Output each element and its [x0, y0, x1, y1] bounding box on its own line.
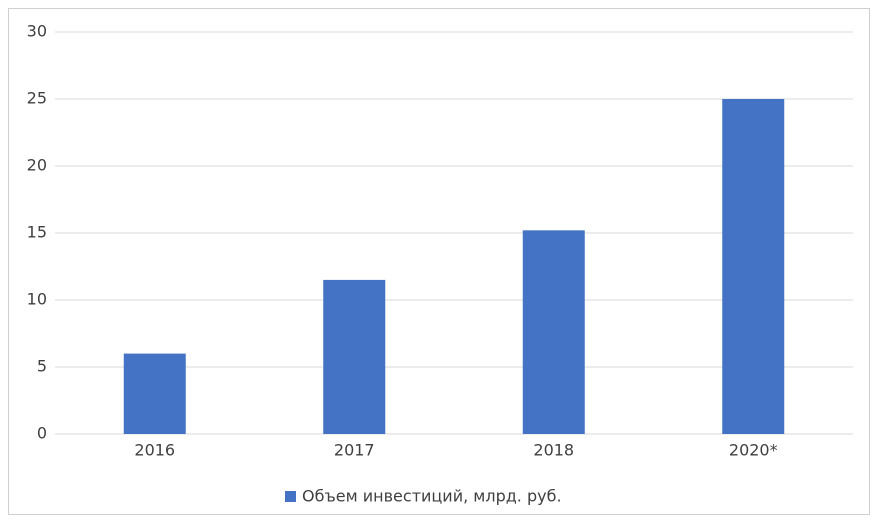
y-tick-label: 5	[37, 357, 47, 376]
bar	[522, 230, 585, 434]
bar	[323, 279, 386, 434]
y-tick-label: 20	[27, 156, 47, 175]
legend-label: Объем инвестиций, млрд. руб.	[302, 487, 562, 506]
y-tick-label: 10	[27, 290, 47, 309]
y-tick-label: 15	[27, 223, 47, 242]
x-tick-label: 2020*	[729, 441, 778, 460]
x-tick-label: 2016	[134, 441, 175, 460]
bar	[123, 353, 186, 434]
bar	[722, 99, 785, 434]
y-tick-label: 30	[27, 22, 47, 41]
x-tick-label: 2017	[334, 441, 375, 460]
y-tick-label: 25	[27, 89, 47, 108]
legend-marker	[285, 491, 296, 502]
x-tick-label: 2018	[533, 441, 574, 460]
y-tick-label: 0	[37, 424, 47, 443]
